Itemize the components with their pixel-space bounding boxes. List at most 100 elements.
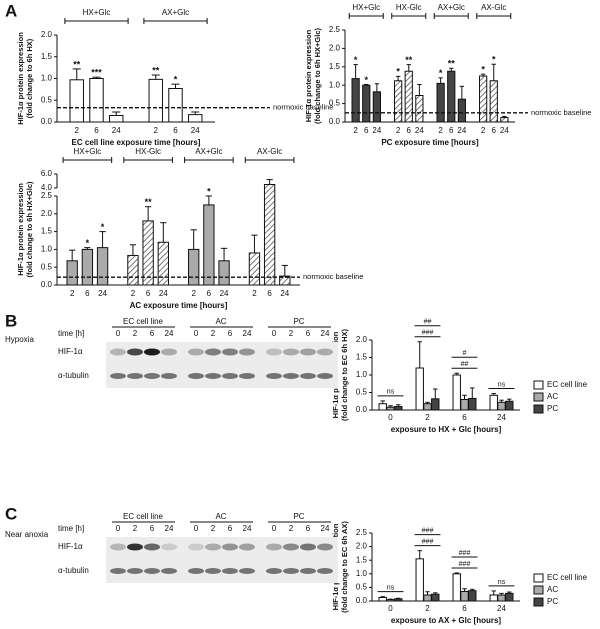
significance: * [439, 68, 443, 78]
tubulin-band [239, 568, 255, 574]
hif-band [144, 543, 160, 551]
significance: *** [91, 68, 102, 78]
x-tick-label: 6 [85, 289, 90, 298]
y-tick-label: 1.5 [329, 62, 341, 71]
bar [263, 184, 276, 286]
bar [468, 397, 477, 411]
tubulin-band [127, 568, 143, 574]
bar [479, 75, 488, 123]
significance: * [101, 222, 105, 232]
y-axis-title: HIF-1α protein expression [16, 32, 25, 125]
x-tick-label: 24 [497, 413, 506, 422]
x-tick-label: 24 [159, 289, 168, 298]
x-axis-title: exposure to HX + Glc [hours] [391, 425, 502, 434]
x-tick-label: 6 [267, 289, 272, 298]
significance: * [354, 55, 358, 65]
significance: * [481, 65, 485, 75]
lane-label: 2 [133, 329, 138, 338]
tubulin-band [188, 568, 204, 574]
time-label: time [h] [58, 329, 84, 338]
significance: * [174, 75, 178, 85]
lane-label: 6 [306, 524, 311, 533]
significance: * [364, 75, 368, 85]
y-tick-label: 0.0 [356, 405, 368, 414]
y-tick-label: 2.0 [329, 44, 341, 53]
tubulin-band [161, 568, 177, 574]
lane-label: 0 [194, 329, 199, 338]
bar [468, 590, 477, 602]
legend-label: EC cell line [547, 573, 588, 582]
tubulin-band [300, 568, 316, 574]
bar [157, 241, 169, 286]
group-label: AX-Glc [481, 3, 506, 12]
y-tick-label: 0.5 [41, 95, 53, 104]
y-tick-label: 0.5 [41, 262, 53, 271]
group-label: HX+Glc [73, 147, 101, 156]
annotation: ### [422, 330, 434, 337]
bar [497, 594, 506, 602]
condition-label: Near anoxia [5, 530, 49, 539]
bar [378, 403, 387, 411]
panel-label: C [5, 504, 17, 523]
tubulin-band [283, 373, 299, 379]
bar [81, 248, 94, 286]
bar [489, 80, 498, 123]
bar [460, 399, 469, 411]
panel-label: B [5, 311, 17, 330]
hif-band [283, 543, 299, 551]
bar [431, 398, 440, 411]
hif-band [161, 348, 177, 356]
annotation: ## [461, 361, 469, 368]
legend-swatch [533, 404, 544, 414]
bar [497, 401, 506, 411]
bar [188, 248, 200, 286]
y-axis-title: HIF-1α protein expression [16, 183, 25, 276]
x-tick-label: 6 [146, 289, 151, 298]
hif-band [239, 348, 255, 356]
bar [431, 593, 440, 602]
x-tick-label: 2 [191, 289, 196, 298]
lane-label: 6 [228, 329, 233, 338]
group-label: AX+Glc [438, 3, 465, 12]
x-axis-title: PC exposure time [hours] [381, 138, 479, 147]
y-tick-label: 2.0 [356, 335, 368, 344]
bar [404, 70, 413, 123]
lane-label: 0 [272, 524, 277, 533]
lane-label: 6 [150, 524, 155, 533]
hif-band [205, 543, 221, 551]
lane-label: 2 [211, 524, 216, 533]
legend-label: AC [547, 585, 558, 594]
tubulin-band [266, 373, 282, 379]
bar [394, 598, 403, 602]
group-label: AX+Glc [195, 147, 222, 156]
x-tick-label: 24 [280, 289, 289, 298]
y-tick-label: 2.0 [41, 209, 53, 218]
lane-label: 6 [228, 524, 233, 533]
x-tick-label: 2 [481, 126, 486, 135]
lane-label: 24 [165, 524, 174, 533]
bar [505, 592, 514, 602]
bar [248, 252, 261, 286]
y-tick-label: 2.0 [356, 542, 368, 551]
y-tick-label: 4.0 [41, 183, 53, 192]
lane-label: 24 [321, 329, 330, 338]
x-tick-label: 0 [388, 604, 393, 613]
x-tick-label: 2 [70, 289, 75, 298]
significance: ** [145, 197, 153, 207]
annotation: ## [424, 319, 432, 326]
y-tick-label: 2.5 [329, 25, 341, 34]
tubulin-band [110, 373, 126, 379]
hif-band [188, 348, 204, 356]
bar [394, 80, 403, 123]
legend-swatch [533, 573, 544, 583]
x-tick-label: 2 [425, 604, 430, 613]
legend-swatch [533, 585, 544, 595]
x-tick-label: 24 [415, 126, 424, 135]
bar [109, 114, 124, 123]
hif-band [317, 543, 333, 551]
y-axis-title: (fold change to EC 6h AX) [340, 521, 349, 613]
y-tick-label: 2.5 [356, 528, 368, 537]
panel-label: A [5, 1, 17, 20]
lane-label: 0 [272, 329, 277, 338]
hif-band [144, 348, 160, 356]
